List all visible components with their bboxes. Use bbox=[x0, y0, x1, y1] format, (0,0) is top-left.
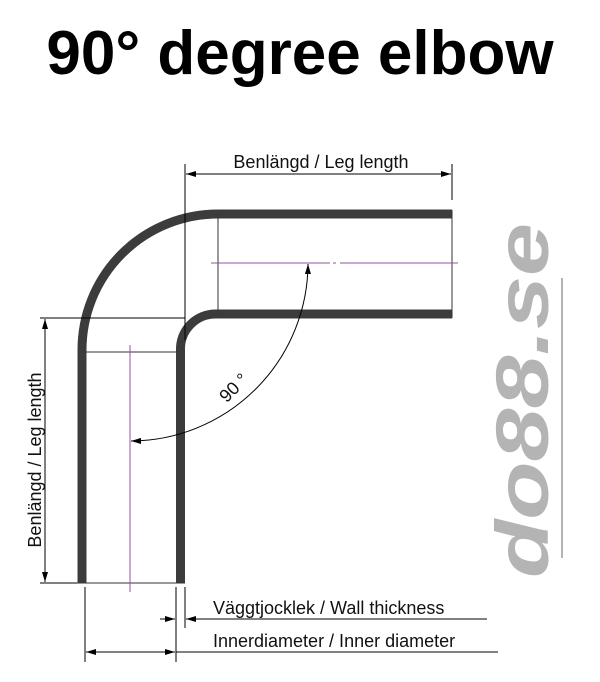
wall-thickness-label: Väggtjocklek / Wall thickness bbox=[213, 598, 444, 618]
angle-arc bbox=[130, 263, 311, 444]
dimension-lines bbox=[40, 164, 498, 662]
angle-label: 90 ° bbox=[215, 369, 252, 406]
inner-wall bbox=[176, 309, 452, 583]
diagram-title: 90° degree elbow bbox=[46, 19, 554, 88]
inner-diameter-label: Innerdiameter / Inner diameter bbox=[213, 631, 455, 651]
do88-logo: do88.se bbox=[481, 223, 564, 578]
centerlines bbox=[129, 262, 458, 592]
leg-length-side-label: Benlängd / Leg length bbox=[25, 372, 45, 547]
svg-text:do88.se: do88.se bbox=[481, 223, 564, 578]
leg-length-top-label: Benlängd / Leg length bbox=[233, 152, 408, 172]
outer-wall bbox=[77, 209, 452, 583]
pipe-body bbox=[77, 209, 452, 583]
